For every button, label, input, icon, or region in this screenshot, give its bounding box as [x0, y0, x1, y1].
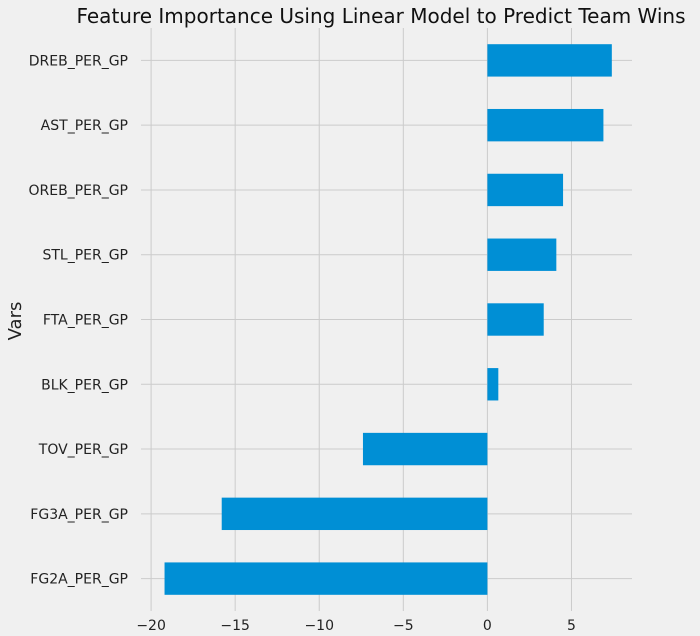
x-tick-label: −10 [304, 618, 334, 634]
chart-title: Feature Importance Using Linear Model to… [76, 4, 685, 28]
x-tick-labels: −20 −15 −10 −5 0 5 [136, 618, 576, 634]
bar-fg2a-per-gp [164, 562, 488, 595]
y-tick-label: TOV_PER_GP [38, 442, 128, 458]
y-tick-label: AST_PER_GP [41, 118, 128, 134]
bar-stl-per-gp [487, 238, 557, 271]
bar-tov-per-gp [362, 432, 488, 466]
bars [164, 44, 612, 595]
x-tick-label: 0 [483, 618, 492, 634]
y-axis-label: Vars [5, 302, 26, 341]
x-tick-label: −20 [136, 618, 166, 634]
y-tick-label: FG2A_PER_GP [30, 572, 128, 588]
y-tick-label: OREB_PER_GP [28, 183, 128, 199]
y-tick-label: BLK_PER_GP [41, 377, 128, 393]
bar-blk-per-gp [487, 368, 499, 401]
bar-dreb-per-gp [487, 44, 612, 77]
y-tick-label: STL_PER_GP [42, 248, 128, 264]
y-tick-labels: DREB_PER_GP AST_PER_GP OREB_PER_GP STL_PER_… [28, 53, 128, 587]
x-tick-label: −5 [393, 618, 414, 634]
x-tick-label: −15 [220, 618, 250, 634]
bar-fg3a-per-gp [221, 497, 488, 531]
x-tick-label: 5 [567, 618, 576, 634]
bar-ast-per-gp [487, 108, 604, 142]
y-tick-label: DREB_PER_GP [29, 53, 128, 69]
y-tick-label: FTA_PER_GP [43, 313, 128, 329]
bar-oreb-per-gp [487, 173, 564, 207]
bar-fta-per-gp [487, 303, 544, 336]
y-tick-label: FG3A_PER_GP [30, 507, 128, 523]
